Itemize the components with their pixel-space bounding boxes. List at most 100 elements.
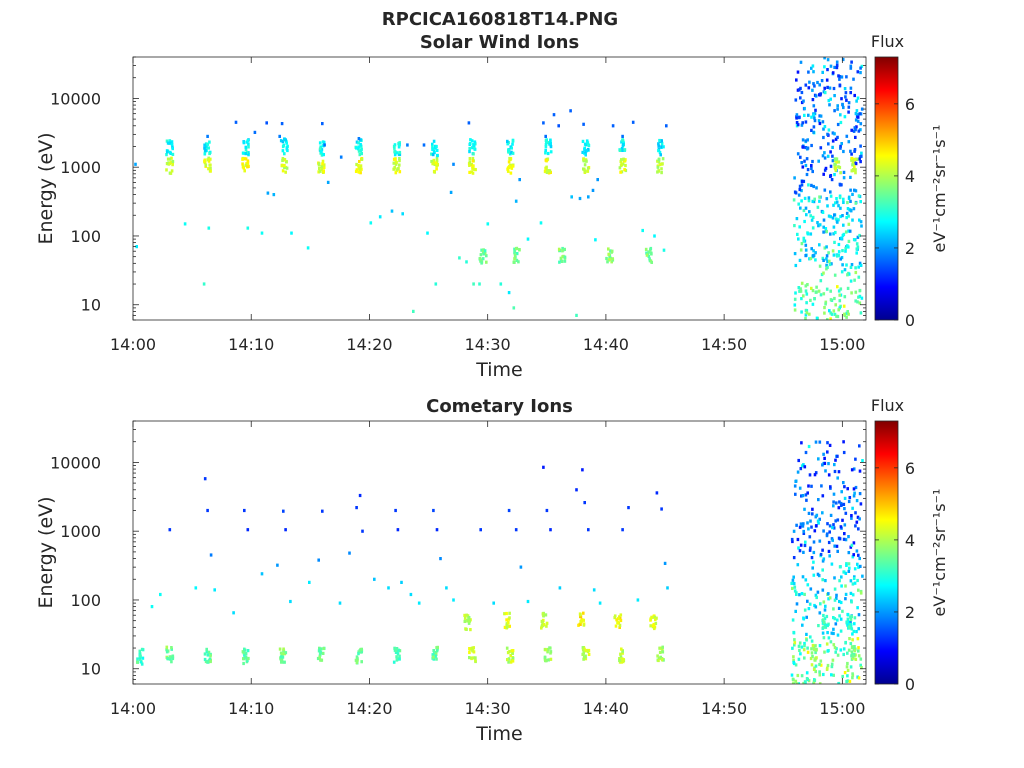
flux-cell (815, 316, 819, 320)
flux-cell (827, 592, 830, 596)
flux-cell (848, 566, 851, 570)
flux-cell (583, 163, 587, 167)
flux-cell (825, 287, 829, 291)
flux-cell (858, 112, 862, 116)
flux-cell (836, 454, 839, 458)
flux-cell (465, 260, 468, 264)
flux-cell (166, 657, 169, 661)
flux-cell (266, 191, 270, 195)
flux-cell (832, 616, 835, 620)
flux-cell (825, 78, 829, 82)
flux-cell (583, 142, 587, 146)
flux-cell (321, 162, 324, 166)
flux-cell (412, 309, 415, 313)
flux-cell (812, 184, 815, 189)
flux-cell (811, 88, 814, 92)
flux-cell (860, 224, 863, 228)
flux-cell (791, 578, 795, 582)
flux-cell (816, 572, 820, 576)
flux-cell (806, 138, 809, 142)
flux-cell (807, 444, 811, 449)
flux-cell (851, 645, 854, 649)
flux-cell (606, 260, 609, 264)
flux-cell (855, 157, 859, 161)
x-tick-label: 14:30 (465, 699, 511, 718)
flux-cell (613, 614, 617, 618)
flux-cell (621, 659, 625, 663)
flux-cell (810, 218, 814, 222)
flux-cell (244, 655, 248, 659)
x-tick-label: 14:20 (346, 335, 392, 354)
flux-cell (796, 537, 800, 542)
flux-cell (591, 188, 595, 192)
flux-cell (849, 591, 853, 595)
flux-cell (798, 486, 802, 490)
flux-cell (832, 232, 835, 236)
flux-cell (840, 183, 843, 187)
flux-cell (513, 251, 516, 255)
flux-cell (849, 620, 852, 625)
flux-cell (242, 651, 246, 655)
flux-cell (508, 650, 511, 654)
flux-cell (847, 312, 850, 316)
flux-cell (627, 506, 630, 510)
y-tick-label: 100 (70, 591, 101, 610)
flux-cell (821, 154, 825, 158)
flux-cell (547, 658, 550, 662)
flux-cell (242, 141, 246, 145)
flux-cell (205, 650, 209, 654)
flux-cell (828, 530, 831, 534)
flux-cell (853, 165, 856, 169)
flux-cell (829, 215, 832, 219)
flux-cell (792, 582, 796, 586)
flux-cell (203, 143, 206, 147)
flux-cell (802, 179, 806, 183)
flux-cell (796, 123, 800, 127)
flux-cell (814, 471, 818, 475)
flux-cell (243, 647, 246, 651)
flux-cell (392, 660, 396, 664)
flux-cell (398, 170, 402, 174)
flux-cell (431, 153, 435, 157)
flux-cell (838, 599, 841, 604)
flux-cell (860, 666, 863, 670)
flux-cell (244, 157, 248, 161)
flux-cell (838, 614, 841, 618)
flux-cell (849, 579, 853, 583)
flux-cell (803, 159, 806, 163)
flux-cell (579, 620, 582, 624)
flux-cell (244, 652, 248, 656)
flux-cell (792, 575, 795, 579)
flux-cell (837, 74, 840, 78)
flux-cell (836, 122, 840, 127)
flux-cell (798, 187, 802, 192)
flux-cell (852, 238, 856, 242)
flux-cell (582, 157, 585, 161)
flux-cell (469, 138, 472, 142)
flux-cell (545, 165, 548, 169)
flux-cell (548, 646, 551, 650)
flux-cell (845, 98, 848, 102)
flux-cell (793, 224, 796, 228)
flux-cell (436, 153, 439, 158)
flux-cell (837, 682, 840, 684)
flux-cell (472, 282, 475, 286)
y-tick-label: 10 (81, 660, 101, 679)
flux-cell (843, 485, 846, 489)
flux-cell (243, 169, 246, 173)
flux-cell (855, 251, 858, 255)
flux-cell (506, 169, 510, 173)
flux-cell (818, 682, 822, 684)
flux-cell (822, 672, 825, 677)
flux-cell (850, 60, 853, 64)
flux-cell (818, 199, 821, 203)
flux-cell (849, 199, 852, 203)
flux-cell (840, 490, 843, 494)
flux-cell (858, 492, 862, 496)
flux-cell (468, 142, 472, 146)
flux-cell (848, 622, 852, 626)
flux-cell (394, 171, 398, 175)
flux-cell (854, 135, 857, 139)
flux-cell (836, 518, 840, 522)
flux-cell (394, 649, 398, 653)
